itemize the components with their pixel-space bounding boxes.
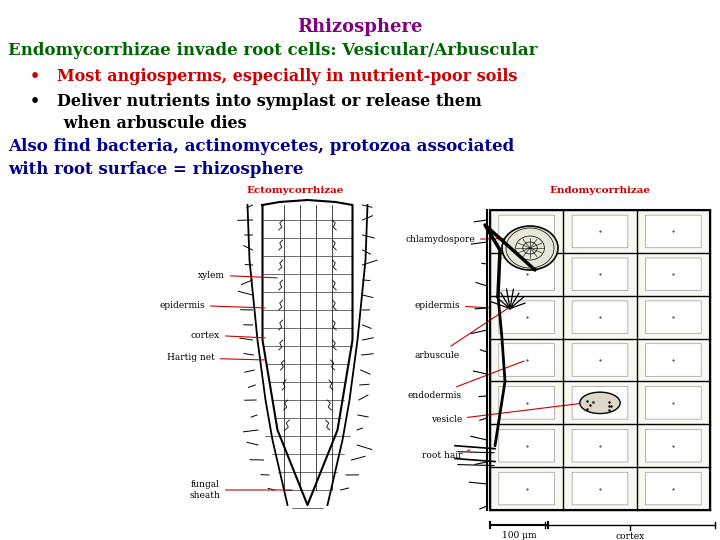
FancyBboxPatch shape (499, 258, 554, 291)
FancyBboxPatch shape (499, 215, 554, 248)
Ellipse shape (580, 392, 620, 414)
Text: Hartig net: Hartig net (167, 354, 265, 362)
FancyBboxPatch shape (645, 301, 701, 333)
Text: 100 μm: 100 μm (502, 531, 536, 540)
Bar (490, 210, 710, 510)
Text: Endomycorrhizae invade root cells: Vesicular/Arbuscular: Endomycorrhizae invade root cells: Vesic… (8, 42, 538, 59)
FancyBboxPatch shape (499, 344, 554, 376)
Text: •   Deliver nutrients into symplast or release them: • Deliver nutrients into symplast or rel… (30, 93, 482, 110)
FancyBboxPatch shape (572, 301, 628, 333)
FancyBboxPatch shape (645, 387, 701, 419)
FancyBboxPatch shape (572, 344, 628, 376)
FancyBboxPatch shape (645, 344, 701, 376)
FancyBboxPatch shape (499, 429, 554, 462)
Text: epidermis: epidermis (159, 300, 265, 309)
Text: root hair: root hair (421, 450, 470, 460)
FancyBboxPatch shape (572, 429, 628, 462)
FancyBboxPatch shape (499, 472, 554, 505)
Text: epidermis: epidermis (415, 300, 490, 309)
Text: Ectomycorrhizae: Ectomycorrhizae (246, 186, 343, 195)
FancyBboxPatch shape (572, 215, 628, 248)
Text: cortex: cortex (191, 330, 265, 340)
FancyBboxPatch shape (572, 472, 628, 505)
Text: Endomycorrhizae: Endomycorrhizae (549, 186, 650, 195)
Text: •   Most angiosperms, especially in nutrient-poor soils: • Most angiosperms, especially in nutrie… (30, 68, 518, 85)
FancyBboxPatch shape (572, 387, 628, 419)
FancyBboxPatch shape (645, 472, 701, 505)
FancyBboxPatch shape (572, 258, 628, 291)
FancyBboxPatch shape (499, 387, 554, 419)
Text: cortex: cortex (616, 532, 644, 540)
Text: vesicle: vesicle (431, 403, 582, 424)
Text: endodermis: endodermis (408, 361, 524, 400)
Text: Also find bacteria, actinomycetes, protozoa associated: Also find bacteria, actinomycetes, proto… (8, 138, 514, 155)
Ellipse shape (502, 226, 558, 270)
Text: chlamydospore: chlamydospore (405, 235, 522, 245)
Text: xylem: xylem (198, 271, 277, 280)
FancyBboxPatch shape (499, 301, 554, 333)
FancyBboxPatch shape (645, 215, 701, 248)
Text: with root surface = rhizosphere: with root surface = rhizosphere (8, 161, 303, 178)
FancyBboxPatch shape (645, 258, 701, 291)
Text: when arbuscule dies: when arbuscule dies (30, 115, 247, 132)
FancyBboxPatch shape (645, 429, 701, 462)
Polygon shape (263, 200, 353, 505)
Text: Rhizosphere: Rhizosphere (297, 18, 423, 36)
Text: arbuscule: arbuscule (415, 305, 513, 360)
Text: fungal
sheath: fungal sheath (189, 480, 292, 500)
